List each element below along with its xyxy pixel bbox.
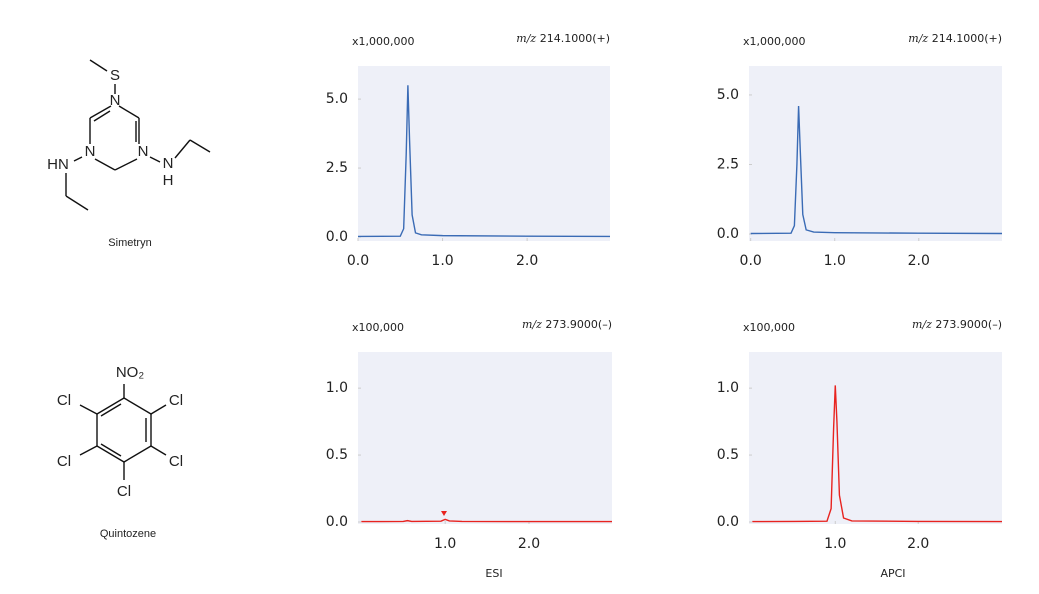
mz-prefix: m/z — [516, 32, 536, 45]
y-tick-label: 1.0 — [326, 380, 348, 396]
multiplier: x100,000 — [352, 321, 404, 334]
compound-name: Quintozene — [100, 528, 156, 540]
y-tick-label: 5.0 — [717, 87, 739, 103]
mz-prefix: m/z — [908, 32, 928, 45]
mz-value: 273.9000(–) — [545, 318, 612, 331]
atom: Cl — [57, 453, 71, 470]
y-tick-label: 2.5 — [717, 156, 739, 172]
compound-name: Simetryn — [108, 237, 151, 249]
y-tick-label: 0.0 — [717, 514, 739, 530]
y-tick-label: 5.0 — [326, 91, 348, 107]
column-label: APCI — [880, 567, 905, 580]
x-tick-label: 1.0 — [431, 253, 453, 269]
quintozene-atoms: NO₂ Cl Cl Cl Cl Cl Quintozene — [57, 364, 183, 540]
y-tick-label: 1.0 — [717, 380, 739, 396]
x-tick-label: 0.0 — [347, 253, 369, 269]
y-tick-label: 2.5 — [326, 160, 348, 176]
atom: Cl — [117, 483, 131, 500]
atom: N — [110, 92, 121, 109]
x-tick-label: 2.0 — [518, 536, 540, 552]
column-label: ESI — [485, 567, 502, 580]
x-tick-label: 0.0 — [740, 253, 762, 269]
mz-value: 273.9000(–) — [935, 318, 1002, 331]
atom: N — [163, 155, 174, 172]
x-tick-label: 1.0 — [824, 253, 846, 269]
chromatogram-line — [750, 106, 1003, 235]
multiplier: x100,000 — [743, 321, 795, 334]
atom: Cl — [57, 392, 71, 409]
mz-label: m/z 273.9000(–) — [522, 318, 612, 331]
atom: Cl — [169, 453, 183, 470]
simetryn-structure — [65, 59, 211, 211]
atom: N — [85, 143, 96, 160]
mz-label: m/z 214.1000(+) — [908, 32, 1002, 45]
x-tick-label: 2.0 — [907, 536, 929, 552]
multiplier: x1,000,000 — [743, 35, 806, 48]
x-tick-label: 2.0 — [516, 253, 538, 269]
y-tick-label: 0.0 — [326, 514, 348, 530]
atom: NO₂ — [116, 364, 145, 381]
atom: N — [138, 143, 149, 160]
plot-area — [358, 66, 610, 241]
atom: H — [163, 172, 174, 189]
atom: HN — [47, 156, 69, 173]
mz-prefix: m/z — [912, 318, 932, 331]
chromatogram-line — [752, 385, 1003, 523]
mz-value: 214.1000(+) — [932, 32, 1002, 45]
chromatogram-line — [357, 85, 611, 238]
y-tick-label: 0.0 — [326, 229, 348, 245]
x-tick-label: 1.0 — [824, 536, 846, 552]
chromatogram-line — [361, 518, 612, 523]
plot-area — [749, 66, 1002, 241]
mz-label: m/z 273.9000(–) — [912, 318, 1002, 331]
mz-label: m/z 214.1000(+) — [516, 32, 610, 45]
y-tick-label: 0.5 — [717, 447, 739, 463]
atom: S — [110, 67, 120, 84]
y-tick-label: 0.5 — [326, 447, 348, 463]
simetryn-atoms: S N N N HN N H Simetryn — [47, 67, 173, 249]
multiplier: x1,000,000 — [352, 35, 415, 48]
plot-area — [749, 352, 1002, 524]
mz-value: 214.1000(+) — [540, 32, 610, 45]
mz-prefix: m/z — [522, 318, 542, 331]
y-tick-label: 0.0 — [717, 226, 739, 242]
plot-area — [358, 352, 612, 524]
x-tick-label: 1.0 — [434, 536, 456, 552]
quintozene-structure — [79, 384, 167, 480]
atom: Cl — [169, 392, 183, 409]
x-tick-label: 2.0 — [908, 253, 930, 269]
peak-marker — [441, 511, 447, 516]
